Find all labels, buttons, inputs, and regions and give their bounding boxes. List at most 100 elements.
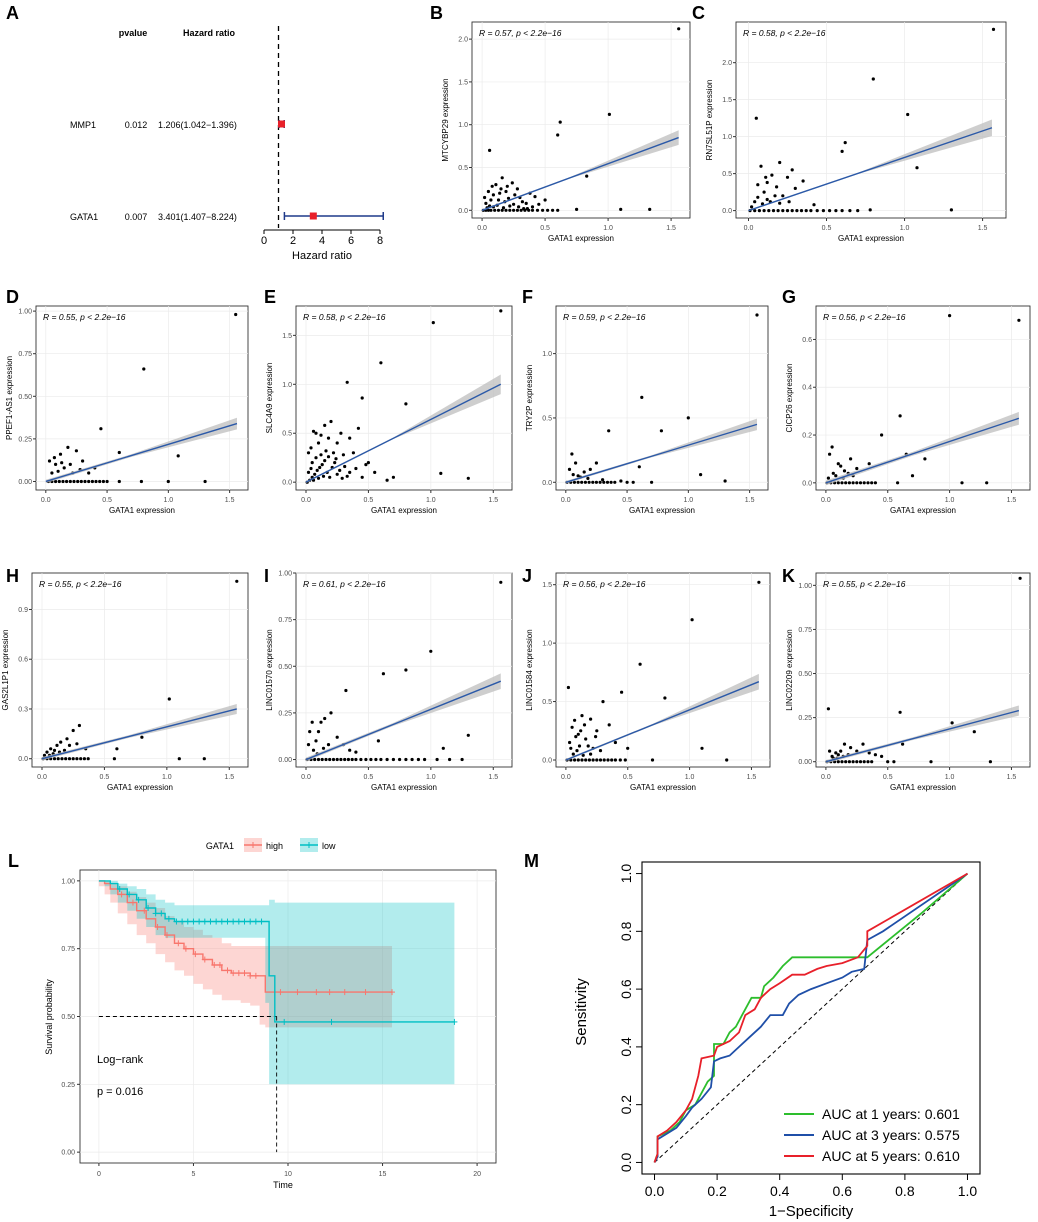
scatter-point xyxy=(65,479,69,484)
scatter-point xyxy=(828,749,832,753)
scatter-point xyxy=(381,672,385,676)
scatter-point xyxy=(320,757,324,762)
forest-x-label: Hazard ratio xyxy=(292,250,352,262)
scatter-panel-J: R = 0.56, p < 2.2e−16 0.0 0.5 1.0 1.5 0.0 0.5 1… xyxy=(525,572,771,792)
scatter-point xyxy=(626,746,630,750)
scatter-point xyxy=(725,758,729,762)
survival-x-tick-label: 20 xyxy=(473,1171,481,1178)
scatter-point xyxy=(343,757,347,762)
scatter-point xyxy=(140,735,144,739)
scatter-point xyxy=(861,742,865,746)
scatter-x-tick-label: 1.0 xyxy=(603,225,613,232)
scatter-point xyxy=(585,174,589,178)
scatter-x-tick-label: 0.5 xyxy=(100,774,110,781)
scatter-point xyxy=(764,175,768,179)
scatter-point xyxy=(364,463,368,467)
scatter-point xyxy=(607,112,612,116)
scatter-point xyxy=(753,200,757,204)
scatter-point xyxy=(323,459,327,463)
scatter-point xyxy=(506,196,511,200)
scatter-point xyxy=(892,760,896,764)
scatter-point xyxy=(580,480,584,484)
scatter-point xyxy=(72,479,76,484)
scatter-y-tick-label: 0.75 xyxy=(278,617,292,624)
scatter-point xyxy=(569,746,573,750)
scatter-point xyxy=(423,757,427,762)
scatter-point xyxy=(320,463,324,467)
roc-x-tick-label: 0.4 xyxy=(770,1183,790,1199)
scatter-point xyxy=(812,203,816,207)
scatter-point xyxy=(62,466,66,470)
scatter-x-tick-label: 0.0 xyxy=(561,774,571,781)
scatter-point xyxy=(849,457,853,461)
scatter-point xyxy=(601,700,605,704)
scatter-y-tick-label: 1.5 xyxy=(282,333,292,340)
panel-label-M: M xyxy=(524,851,539,871)
scatter-point xyxy=(519,208,523,212)
scatter-point xyxy=(582,470,586,474)
scatter-y-tick-label: 0.0 xyxy=(542,480,552,487)
scatter-y-tick-label: 2.0 xyxy=(722,60,732,67)
scatter-point xyxy=(319,453,323,457)
survival-y-tick-label: 0.25 xyxy=(61,1082,75,1089)
scatter-point xyxy=(790,168,794,172)
scatter-point xyxy=(310,461,314,465)
scatter-point xyxy=(56,469,60,473)
scatter-point xyxy=(52,748,57,753)
scatter-point xyxy=(341,453,345,457)
scatter-stat-text: R = 0.57, p < 2.2e−16 xyxy=(479,28,562,38)
scatter-point xyxy=(583,480,588,484)
scatter-x-tick-label: 1.5 xyxy=(747,774,757,781)
scatter-point xyxy=(753,209,757,213)
scatter-point xyxy=(546,208,550,212)
scatter-point xyxy=(840,481,844,485)
scatter-y-tick-label: 1.00 xyxy=(278,571,292,578)
scatter-point xyxy=(90,479,94,484)
scatter-point xyxy=(770,173,774,177)
scatter-point xyxy=(345,474,349,478)
scatter-point xyxy=(67,757,72,761)
scatter-point xyxy=(373,470,377,474)
scatter-point xyxy=(594,461,599,465)
scatter-x-tick-label: 0.5 xyxy=(822,225,832,232)
scatter-point xyxy=(571,473,575,477)
scatter-point xyxy=(991,27,996,31)
scatter-point xyxy=(366,461,370,465)
scatter-point xyxy=(821,209,826,213)
scatter-point xyxy=(795,209,799,213)
scatter-point xyxy=(323,423,327,427)
scatter-point xyxy=(584,758,588,762)
scatter-point xyxy=(340,476,344,480)
scatter-point xyxy=(834,474,838,478)
scatter-point xyxy=(787,200,791,204)
survival-y-tick-label: 1.00 xyxy=(61,878,75,885)
scatter-plot-area xyxy=(815,572,1031,768)
scatter-point xyxy=(619,207,623,211)
scatter-point xyxy=(77,723,81,728)
scatter-x-tick-label: 0.5 xyxy=(883,774,893,781)
scatter-point xyxy=(311,748,316,752)
scatter-point xyxy=(74,449,78,453)
scatter-point xyxy=(75,757,79,761)
scatter-point xyxy=(840,149,844,153)
forest-tick-label: 6 xyxy=(348,235,354,247)
scatter-plot-area xyxy=(295,572,513,768)
scatter-stat-text: R = 0.55, p < 2.2e−16 xyxy=(823,579,906,589)
survival-legend-title: GATA1 xyxy=(206,841,234,851)
scatter-point xyxy=(117,479,121,484)
scatter-stat-text: R = 0.55, p < 2.2e−16 xyxy=(39,579,122,589)
scatter-panel-K: R = 0.55, p < 2.2e−16 0.0 0.5 1.0 1.5 0.00 0.2… xyxy=(785,572,1031,792)
scatter-point xyxy=(345,380,349,384)
scatter-point xyxy=(112,757,116,761)
scatter-point xyxy=(398,757,402,762)
scatter-point xyxy=(374,757,378,762)
scatter-point xyxy=(314,431,318,435)
scatter-y-tick-label: 0.0 xyxy=(542,757,552,764)
scatter-point xyxy=(815,209,819,213)
scatter-y-tick-label: 1.0 xyxy=(282,382,292,389)
scatter-point xyxy=(844,760,848,764)
scatter-x-label: GATA1 expression xyxy=(890,506,956,515)
scatter-point xyxy=(765,180,769,185)
roc-y-tick-label: 0.4 xyxy=(618,1037,634,1057)
scatter-x-tick-label: 1.0 xyxy=(163,497,173,504)
